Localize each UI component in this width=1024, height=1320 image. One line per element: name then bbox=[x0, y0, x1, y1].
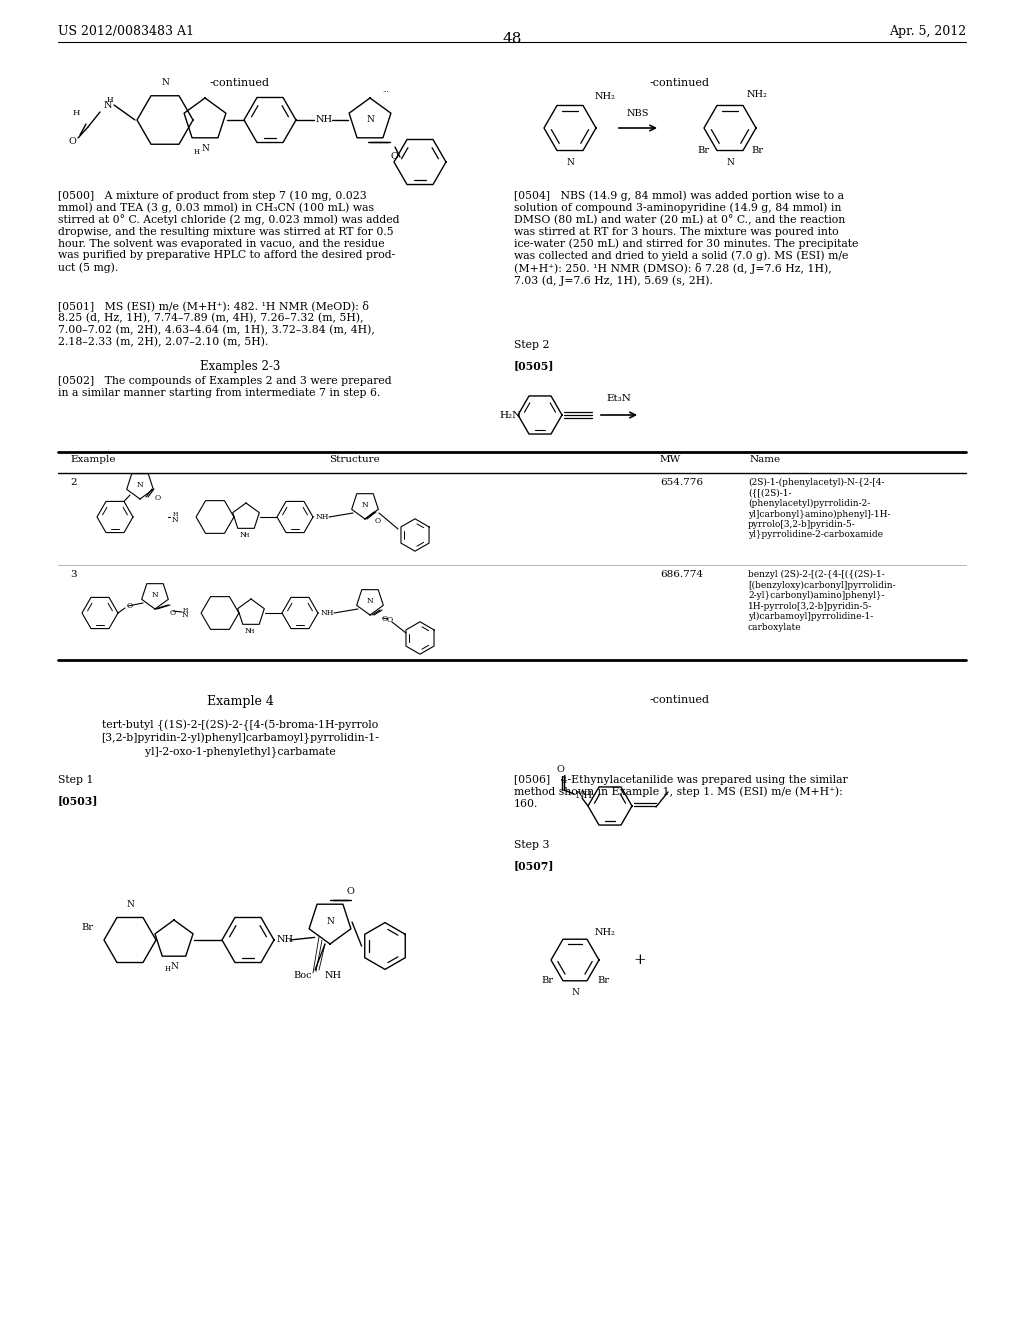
Text: NH: NH bbox=[316, 116, 333, 124]
Text: N: N bbox=[152, 591, 159, 599]
Text: 686.774: 686.774 bbox=[660, 570, 703, 579]
Text: tert-butyl {(1S)-2-[(2S)-2-{[4-(5-broma-1H-pyrrolo
[3,2-b]pyridin-2-yl)phenyl]ca: tert-butyl {(1S)-2-[(2S)-2-{[4-(5-broma-… bbox=[101, 719, 379, 756]
Text: H: H bbox=[73, 110, 80, 117]
Text: (2S)-1-(phenylacetyl)-N-{2-[4-
({[(2S)-1-
(phenylacetyl)pyrrolidin-2-
yl]carbony: (2S)-1-(phenylacetyl)-N-{2-[4- ({[(2S)-1… bbox=[748, 478, 891, 540]
Text: N: N bbox=[172, 516, 178, 524]
Text: N: N bbox=[566, 158, 573, 168]
Text: [0502]   The compounds of Examples 2 and 3 were prepared
in a similar manner sta: [0502] The compounds of Examples 2 and 3… bbox=[58, 376, 391, 397]
Text: N: N bbox=[366, 116, 374, 124]
Text: N: N bbox=[245, 627, 251, 635]
Text: O: O bbox=[170, 609, 176, 616]
Text: N: N bbox=[571, 987, 579, 997]
Text: benzyl (2S)-2-[(2-{4-[({(2S)-1-
[(benzyloxy)carbonyl]pyrrolidin-
2-yl}carbonyl)a: benzyl (2S)-2-[(2-{4-[({(2S)-1- [(benzyl… bbox=[748, 570, 896, 631]
Text: Name: Name bbox=[750, 455, 781, 465]
Text: O: O bbox=[155, 494, 161, 502]
Text: H: H bbox=[165, 965, 171, 973]
Text: O: O bbox=[390, 152, 398, 161]
Text: H: H bbox=[244, 533, 249, 539]
Text: NH₂: NH₂ bbox=[595, 92, 615, 102]
Text: NBS: NBS bbox=[627, 110, 649, 117]
Text: Structure: Structure bbox=[330, 455, 380, 465]
Text: O: O bbox=[346, 887, 354, 896]
Text: +: + bbox=[634, 953, 646, 968]
Text: NH: NH bbox=[278, 936, 294, 945]
Text: O: O bbox=[387, 616, 393, 624]
Text: NH: NH bbox=[321, 609, 335, 616]
Text: N: N bbox=[726, 158, 734, 168]
Text: Apr. 5, 2012: Apr. 5, 2012 bbox=[889, 25, 966, 38]
Text: Boc: Boc bbox=[293, 970, 312, 979]
Text: NH: NH bbox=[316, 513, 330, 521]
Text: N: N bbox=[103, 100, 113, 110]
Text: [0506]   4-Ethynylacetanilide was prepared using the similar
method shown in Exa: [0506] 4-Ethynylacetanilide was prepared… bbox=[514, 775, 848, 809]
Text: Step 3: Step 3 bbox=[514, 840, 550, 850]
Text: H: H bbox=[106, 96, 114, 104]
Text: -continued: -continued bbox=[650, 696, 710, 705]
Text: Example: Example bbox=[70, 455, 116, 465]
Text: 654.776: 654.776 bbox=[660, 478, 703, 487]
Text: H: H bbox=[182, 609, 187, 612]
Text: Step 1: Step 1 bbox=[58, 775, 93, 785]
Text: H₂N: H₂N bbox=[500, 411, 522, 420]
Text: N: N bbox=[201, 144, 209, 153]
Text: [0500]   A mixture of product from step 7 (10 mg, 0.023
mmol) and TEA (3 g, 0.03: [0500] A mixture of product from step 7 … bbox=[58, 190, 399, 272]
Text: N: N bbox=[170, 962, 178, 972]
Text: N: N bbox=[240, 531, 247, 539]
Text: H: H bbox=[248, 630, 254, 634]
Text: Br: Br bbox=[597, 977, 609, 985]
Text: 48: 48 bbox=[503, 32, 521, 46]
Text: -continued: -continued bbox=[210, 78, 270, 88]
Text: Br: Br bbox=[751, 147, 763, 154]
Text: 2: 2 bbox=[70, 478, 77, 487]
Text: NH: NH bbox=[325, 970, 342, 979]
Text: Br: Br bbox=[82, 923, 93, 932]
Text: N: N bbox=[181, 611, 188, 619]
Text: NH₂: NH₂ bbox=[746, 91, 768, 99]
Text: O: O bbox=[375, 517, 381, 525]
Text: [0505]: [0505] bbox=[514, 360, 555, 371]
Text: Et₃N: Et₃N bbox=[606, 393, 632, 403]
Text: NH: NH bbox=[575, 792, 593, 800]
Text: O: O bbox=[127, 602, 133, 610]
Text: [0504]   NBS (14.9 g, 84 mmol) was added portion wise to a
solution of compound : [0504] NBS (14.9 g, 84 mmol) was added p… bbox=[514, 190, 858, 286]
Text: [0501]   MS (ESI) m/e (M+H⁺): 482. ¹H NMR (MeOD): δ
8.25 (d, Hz, 1H), 7.74–7.89 : [0501] MS (ESI) m/e (M+H⁺): 482. ¹H NMR … bbox=[58, 300, 375, 347]
Text: H: H bbox=[172, 512, 178, 517]
Text: H: H bbox=[194, 148, 200, 156]
Text: Example 4: Example 4 bbox=[207, 696, 273, 708]
Text: O: O bbox=[556, 766, 564, 774]
Text: [0503]: [0503] bbox=[58, 795, 98, 807]
Text: Br: Br bbox=[541, 977, 553, 985]
Text: US 2012/0083483 A1: US 2012/0083483 A1 bbox=[58, 25, 194, 38]
Text: N: N bbox=[136, 480, 143, 488]
Text: -continued: -continued bbox=[650, 78, 710, 88]
Text: N: N bbox=[367, 597, 374, 605]
Text: Examples 2-3: Examples 2-3 bbox=[200, 360, 281, 374]
Text: N: N bbox=[126, 900, 134, 909]
Text: O: O bbox=[68, 137, 76, 147]
Text: N: N bbox=[326, 917, 334, 927]
Text: MW: MW bbox=[660, 455, 681, 465]
Text: 3: 3 bbox=[70, 570, 77, 579]
Text: O: O bbox=[382, 615, 388, 623]
Text: Br: Br bbox=[697, 147, 709, 154]
Text: N: N bbox=[361, 502, 369, 510]
Text: NH₂: NH₂ bbox=[595, 928, 615, 937]
Text: N: N bbox=[161, 78, 169, 87]
Text: ...: ... bbox=[382, 86, 389, 94]
Text: Step 2: Step 2 bbox=[514, 341, 550, 350]
Text: [0507]: [0507] bbox=[514, 861, 555, 871]
